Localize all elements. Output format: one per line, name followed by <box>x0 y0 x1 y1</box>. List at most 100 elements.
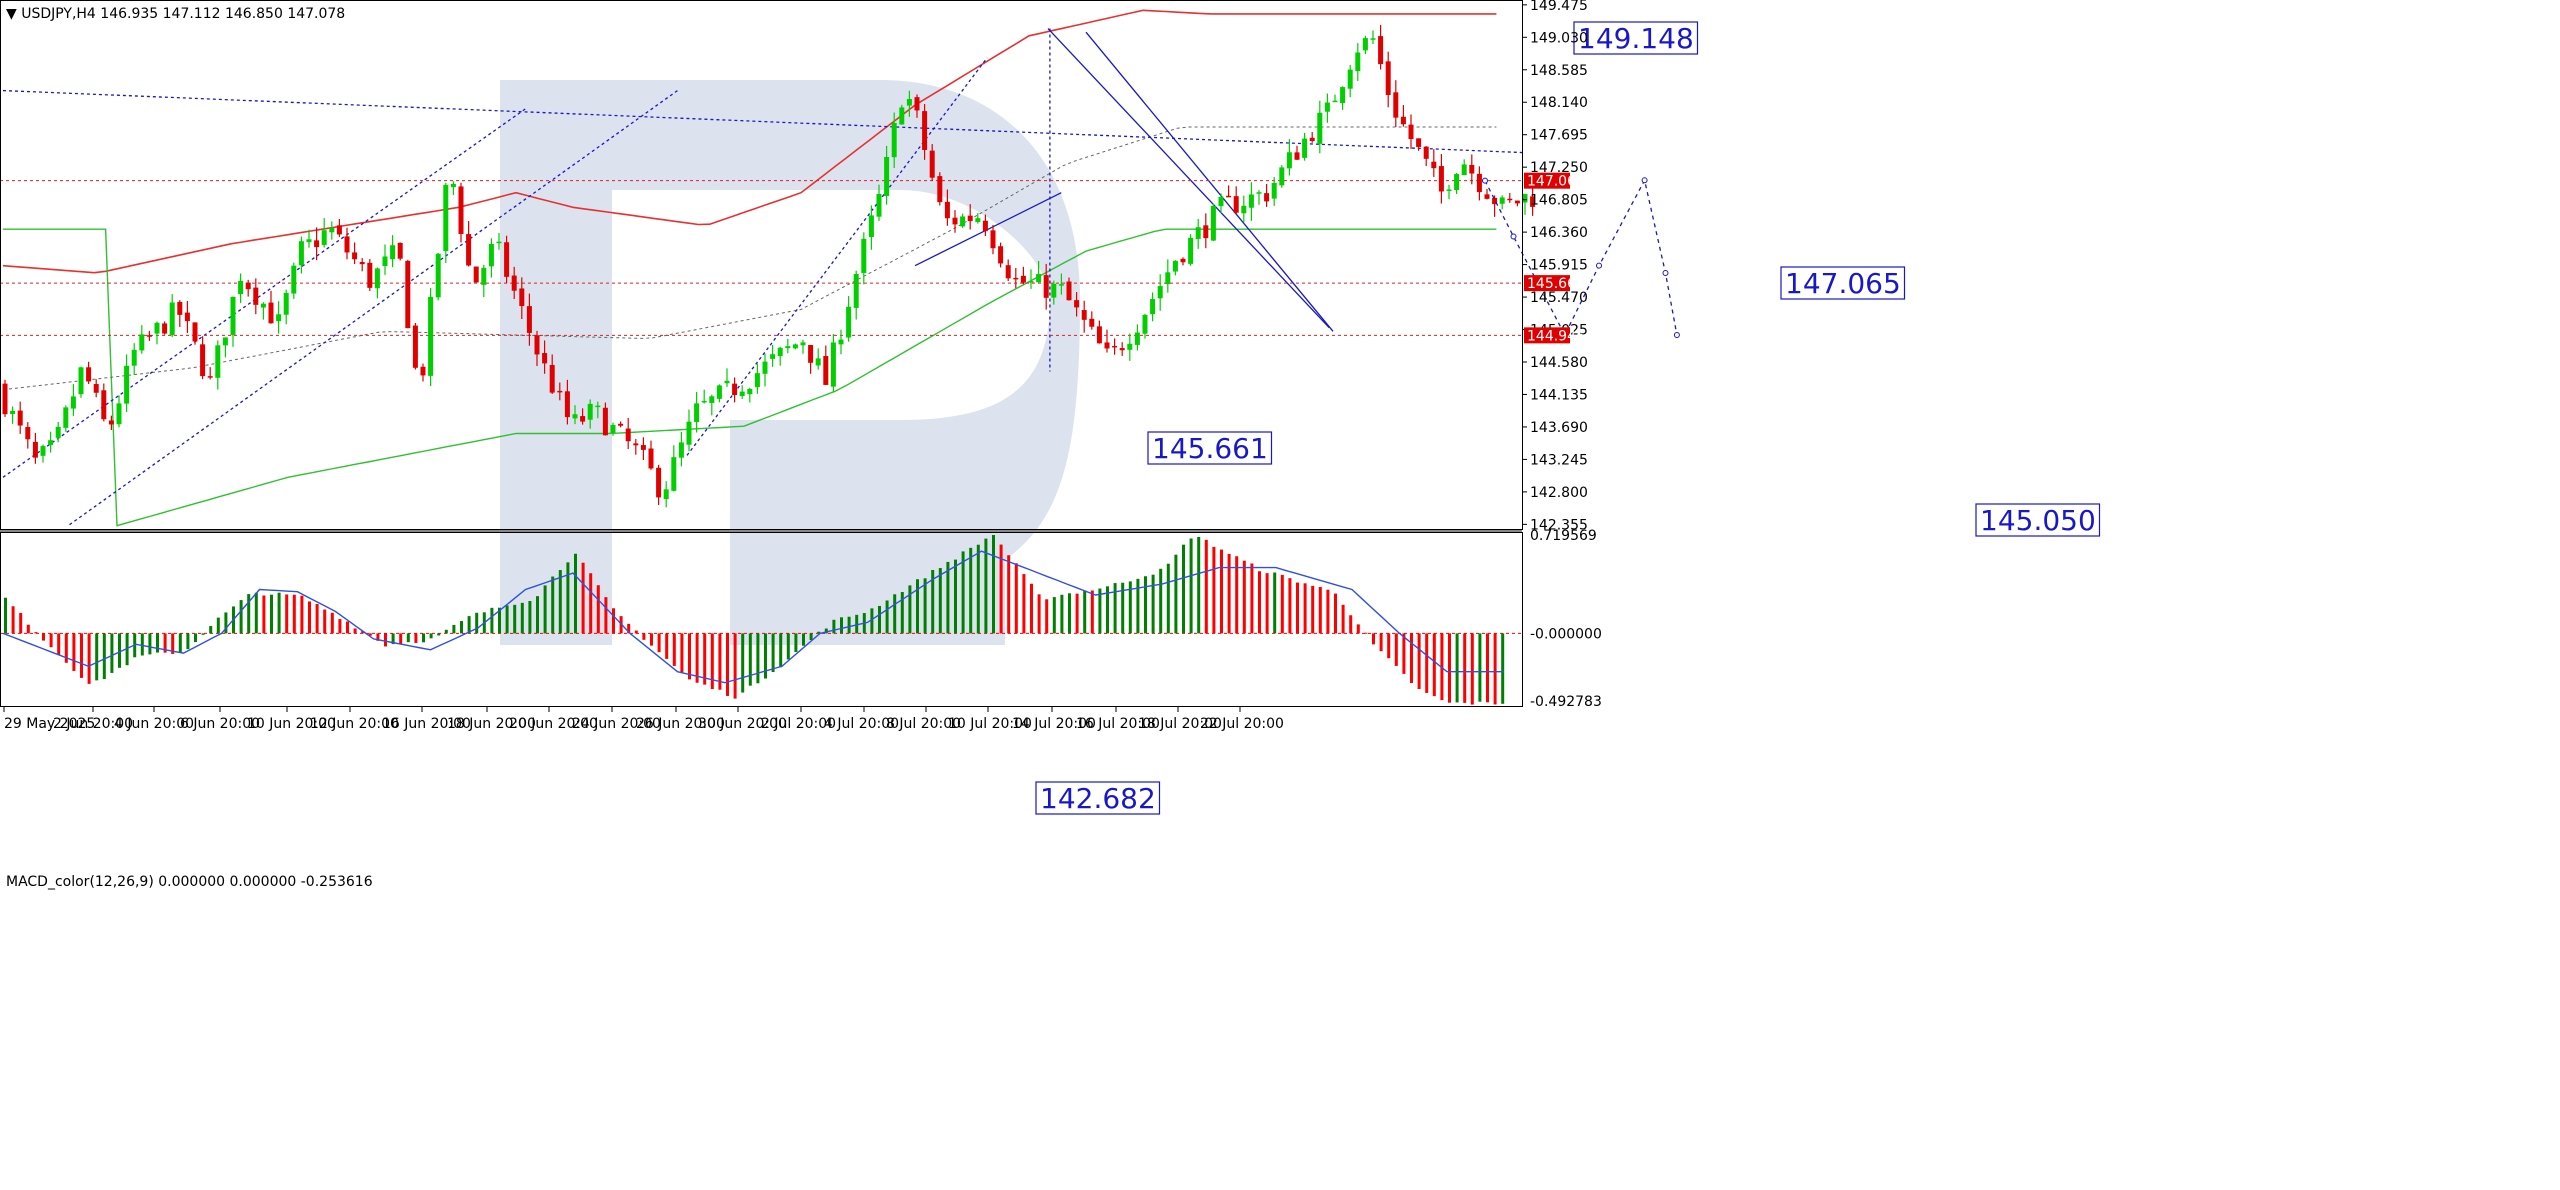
y-tick-label: 144.580 <box>1530 355 1588 371</box>
candle-body <box>770 354 776 359</box>
macd-bar <box>1014 563 1018 634</box>
macd-bar <box>1463 633 1467 703</box>
x-tick-label: 8 Jul 20:00 <box>886 716 961 732</box>
candle-body <box>10 410 16 414</box>
candle-body <box>998 246 1004 264</box>
axes: 149.475 149.030 148.585 148.140 147.695 147.2… <box>0 0 1602 732</box>
indicator-overlays <box>0 9 1524 527</box>
macd-bar <box>923 578 927 634</box>
price-tag-box <box>1524 172 1570 189</box>
candle-body <box>1362 38 1368 51</box>
macd-bar <box>596 585 600 634</box>
x-tick-label: 26 Jun 20:00 <box>636 716 725 732</box>
candle-body <box>336 225 342 235</box>
macd-bar <box>847 616 851 634</box>
candle-body <box>580 416 586 422</box>
macd-bar <box>1090 590 1094 634</box>
price-callout-label: 147.065 <box>1785 267 1901 300</box>
price-tag-label: 144.945 <box>1527 328 1585 344</box>
macd-tick-label: 0.719569 <box>1530 528 1597 544</box>
candle-body <box>1142 314 1148 334</box>
macd-bar <box>627 623 631 634</box>
candle-body <box>640 445 646 450</box>
price-callout-box <box>1975 503 2101 537</box>
candle-body <box>944 201 950 219</box>
candle-body <box>777 347 783 357</box>
macd-bar <box>634 630 638 634</box>
candle-body <box>1036 274 1042 283</box>
candle-body <box>754 373 760 388</box>
macd-bar <box>558 570 562 634</box>
candle-body <box>846 306 852 338</box>
macd-bar <box>1166 563 1170 634</box>
y-tick-label: 145.915 <box>1530 258 1588 274</box>
candle-body <box>830 342 836 387</box>
candle-body <box>1332 100 1338 103</box>
macd-bar <box>976 544 980 634</box>
macd-bar <box>308 601 311 634</box>
macd-bar <box>665 633 669 659</box>
candle-body <box>610 424 616 433</box>
macd-bar <box>1417 633 1421 689</box>
macd-bar <box>741 633 745 693</box>
macd-bar <box>186 633 190 650</box>
candle-body <box>298 241 304 266</box>
macd-bar <box>1128 581 1132 634</box>
macd-bar <box>543 585 547 634</box>
forecast-point <box>1641 177 1648 184</box>
candle-body <box>390 245 396 260</box>
candle-body <box>1446 189 1452 191</box>
candle-body <box>1210 205 1216 241</box>
macd-bar <box>1052 597 1056 634</box>
down-line-2 <box>1085 31 1334 332</box>
candle-body <box>823 356 829 385</box>
candle-body <box>108 420 114 425</box>
candle-body <box>1180 258 1186 263</box>
candle-body <box>678 442 684 458</box>
macd-bar <box>216 617 220 634</box>
macd-bar <box>1136 578 1140 634</box>
price-callout-box <box>1147 431 1273 465</box>
candle-body <box>238 280 244 295</box>
macd-bar <box>771 633 775 673</box>
candle-body <box>891 122 897 158</box>
x-tick-label: 30 Jun 20:00 <box>698 716 787 732</box>
candle-body <box>1119 348 1125 351</box>
x-tick-label: 16 Jun 20:00 <box>382 716 471 732</box>
candle-body <box>207 376 213 378</box>
candle-body <box>124 365 130 404</box>
candle-body <box>162 323 168 334</box>
x-tick-label: 12 Jun 20:00 <box>310 716 399 732</box>
macd-bar <box>832 619 836 634</box>
candle-body <box>488 244 494 267</box>
y-tick-label: 149.475 <box>1530 0 1588 14</box>
support-line <box>914 192 1062 267</box>
x-tick-label: 24 Jun 20:00 <box>572 716 661 732</box>
macd-bar <box>42 633 45 641</box>
macd-bar <box>794 633 798 653</box>
macd-header: MACD_color(12,26,9) 0.000000 0.000000 -0… <box>6 874 373 890</box>
x-tick-label: 20 Jun 20:00 <box>509 716 598 732</box>
macd-bar <box>1083 590 1087 634</box>
ma-green-line <box>3 228 1497 527</box>
macd-bar <box>612 608 615 634</box>
macd-bar <box>1037 594 1041 634</box>
price-callout-label: 145.050 <box>1980 504 2096 537</box>
macd-bar <box>300 595 304 634</box>
macd-bar <box>270 594 273 634</box>
candle-body <box>291 265 297 294</box>
x-tick-label: 10 Jul 20:00 <box>948 716 1032 732</box>
macd-bar <box>140 633 144 656</box>
y-tick-label: 144.135 <box>1530 387 1588 403</box>
macd-bar <box>946 561 950 634</box>
candle-body <box>526 306 532 333</box>
candle-body <box>519 288 525 307</box>
candle-body <box>595 405 601 408</box>
macd-bar <box>1364 632 1368 634</box>
y-tick-label: 149.030 <box>1530 30 1588 46</box>
macd-bar <box>315 603 319 634</box>
candle-body <box>542 353 548 364</box>
macd-bar <box>285 594 289 634</box>
candle-body <box>70 396 76 409</box>
y-tick-label: 147.695 <box>1530 128 1588 144</box>
